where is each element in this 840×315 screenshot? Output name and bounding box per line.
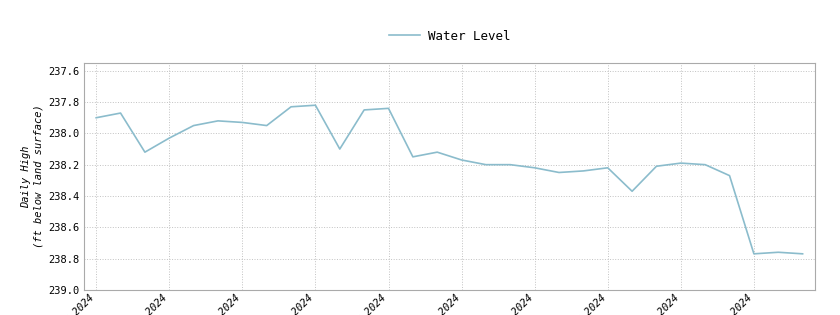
Legend: Water Level: Water Level bbox=[384, 25, 515, 48]
Y-axis label: Daily High
(ft below land surface): Daily High (ft below land surface) bbox=[22, 105, 43, 248]
